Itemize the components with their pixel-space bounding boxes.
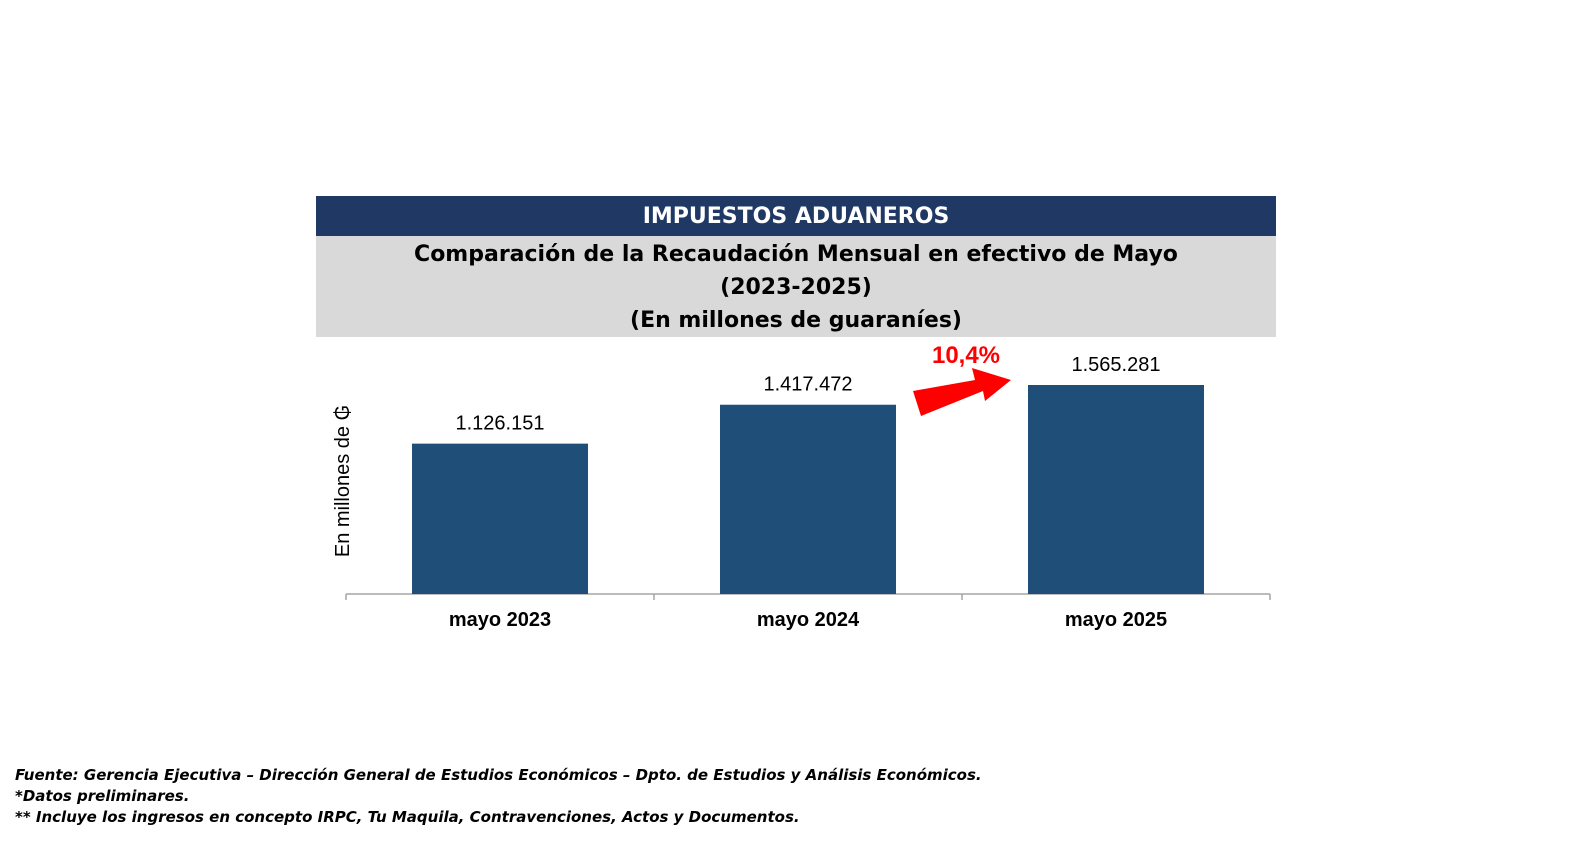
data-label: 1.126.151 <box>456 413 545 435</box>
y-axis-label: En millones de ₲ <box>332 405 354 557</box>
banner-title: IMPUESTOS ADUANEROS <box>642 203 950 229</box>
chart-title-box: Comparación de la Recaudación Mensual en… <box>316 236 1276 337</box>
growth-annotation: 10,4% <box>932 342 1000 369</box>
bar <box>1028 385 1204 594</box>
x-tick-label: mayo 2024 <box>757 609 860 631</box>
chart-banner: IMPUESTOS ADUANEROS <box>316 196 1276 236</box>
preliminary-note: *Datos preliminares. <box>15 787 190 805</box>
footnotes: Fuente: Gerencia Ejecutiva – Dirección G… <box>15 765 982 828</box>
data-label: 1.565.281 <box>1072 354 1161 376</box>
x-tick-label: mayo 2023 <box>449 609 551 631</box>
bar <box>720 404 896 594</box>
x-tick-label: mayo 2025 <box>1065 609 1167 631</box>
growth-arrow-icon <box>913 368 1011 416</box>
bar <box>412 443 588 594</box>
chart-title-units: (En millones de guaraníes) <box>630 308 962 333</box>
chart-title-period: (2023-2025) <box>720 275 872 300</box>
chart-title: Comparación de la Recaudación Mensual en… <box>414 242 1178 267</box>
data-label: 1.417.472 <box>764 374 853 396</box>
includes-note: ** Incluye los ingresos en concepto IRPC… <box>15 808 800 826</box>
source-note: Fuente: Gerencia Ejecutiva – Dirección G… <box>15 766 982 784</box>
